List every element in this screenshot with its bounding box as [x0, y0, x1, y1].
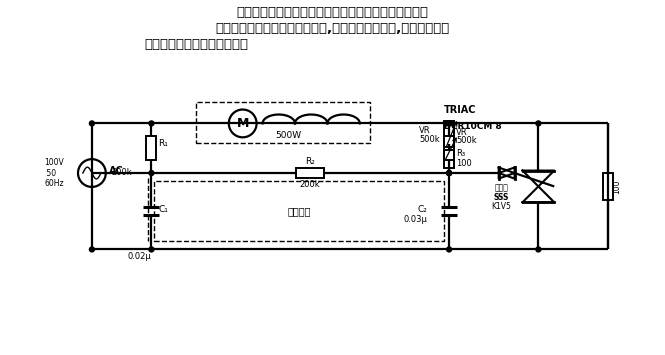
Text: 触发用: 触发用: [495, 183, 509, 192]
Circle shape: [536, 121, 541, 126]
Text: 100: 100: [456, 159, 471, 168]
Text: C₂: C₂: [418, 205, 427, 214]
Text: C₁: C₁: [158, 205, 168, 214]
Circle shape: [447, 170, 452, 175]
Text: VR: VR: [456, 129, 467, 137]
Text: M: M: [237, 117, 249, 130]
Text: 与采用晶闸管半波控制方式比较,具有噪音小的优点,但也具有启动: 与采用晶闸管半波控制方式比较,具有噪音小的优点,但也具有启动: [215, 22, 449, 35]
Text: TRIAC: TRIAC: [444, 105, 477, 115]
Text: 所示为采用双向可控硅的单相串励电机速度控制电路。: 所示为采用双向可控硅的单相串励电机速度控制电路。: [236, 6, 428, 20]
Circle shape: [89, 247, 94, 252]
Text: 转矩小、难以加反馈的缺点。: 转矩小、难以加反馈的缺点。: [144, 38, 248, 51]
Bar: [444, 121, 454, 147]
Bar: [297, 168, 324, 178]
Circle shape: [89, 121, 94, 126]
Circle shape: [447, 170, 452, 175]
Text: 200k: 200k: [112, 168, 132, 177]
Circle shape: [447, 121, 452, 126]
Text: 200k: 200k: [300, 180, 321, 189]
Text: R₃: R₃: [456, 149, 465, 158]
Text: VR: VR: [420, 126, 431, 135]
Text: R₂: R₂: [305, 157, 315, 166]
Text: AC: AC: [109, 166, 124, 176]
Text: 100V
 50
60Hz: 100V 50 60Hz: [45, 158, 64, 188]
Text: SSS: SSS: [494, 193, 509, 202]
Text: 500W: 500W: [275, 131, 301, 140]
Text: BCR10CM 8: BCR10CM 8: [444, 122, 502, 131]
Bar: [154, 181, 444, 241]
Bar: [603, 173, 612, 200]
Circle shape: [447, 170, 452, 175]
Text: K1V5: K1V5: [491, 202, 511, 211]
Bar: [146, 136, 156, 160]
Text: 500k: 500k: [420, 135, 440, 144]
Text: 0.02μ: 0.02μ: [128, 252, 152, 261]
Circle shape: [447, 121, 452, 126]
Text: 100: 100: [612, 179, 621, 194]
Circle shape: [536, 247, 541, 252]
Text: 500k: 500k: [456, 136, 477, 145]
Circle shape: [149, 170, 154, 175]
Bar: [444, 150, 454, 168]
Circle shape: [447, 247, 452, 252]
Text: 0.03μ: 0.03μ: [404, 215, 427, 224]
Text: R₁: R₁: [158, 139, 168, 148]
Circle shape: [149, 121, 154, 126]
Bar: [196, 102, 370, 143]
Bar: [444, 136, 454, 160]
Text: 消嗶电路: 消嗶电路: [287, 206, 311, 216]
Circle shape: [149, 247, 154, 252]
